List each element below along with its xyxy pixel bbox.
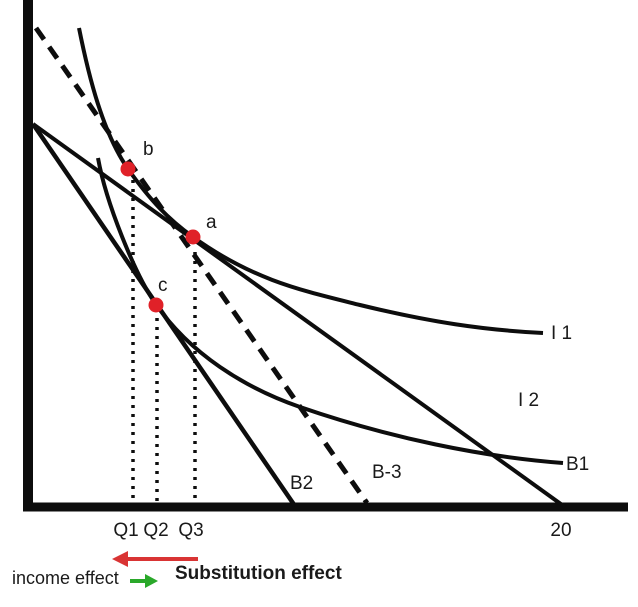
- q2-tick-label: Q2: [143, 520, 168, 541]
- income-effect-arrow: [130, 574, 158, 588]
- substitution-effect-arrow: [112, 551, 198, 567]
- budget-line-b1: [31, 122, 567, 509]
- b1-label: B1: [566, 454, 589, 475]
- point-c: [148, 297, 164, 313]
- i2-label: I 2: [518, 390, 539, 411]
- point-a-label: a: [206, 212, 217, 233]
- point-c-label: c: [158, 275, 168, 296]
- q1-tick-label: Q1: [113, 520, 138, 541]
- b2-label: B2: [290, 473, 313, 494]
- substitution-effect-label: Substitution effect: [175, 563, 342, 584]
- income-effect-label: income effect: [12, 568, 119, 588]
- point-b-label: b: [143, 139, 154, 160]
- indifference-curve-i2: [96, 157, 564, 465]
- q3-tick-label: Q3: [178, 520, 203, 541]
- budget-line-b3-dashed: [33, 26, 370, 505]
- point-b: [120, 161, 136, 177]
- i1-label: I 1: [551, 323, 572, 344]
- point-a: [185, 229, 201, 245]
- indifference-curve-i1: [77, 27, 544, 335]
- x-max-label: 20: [550, 520, 571, 541]
- b3-label: B-3: [372, 462, 402, 483]
